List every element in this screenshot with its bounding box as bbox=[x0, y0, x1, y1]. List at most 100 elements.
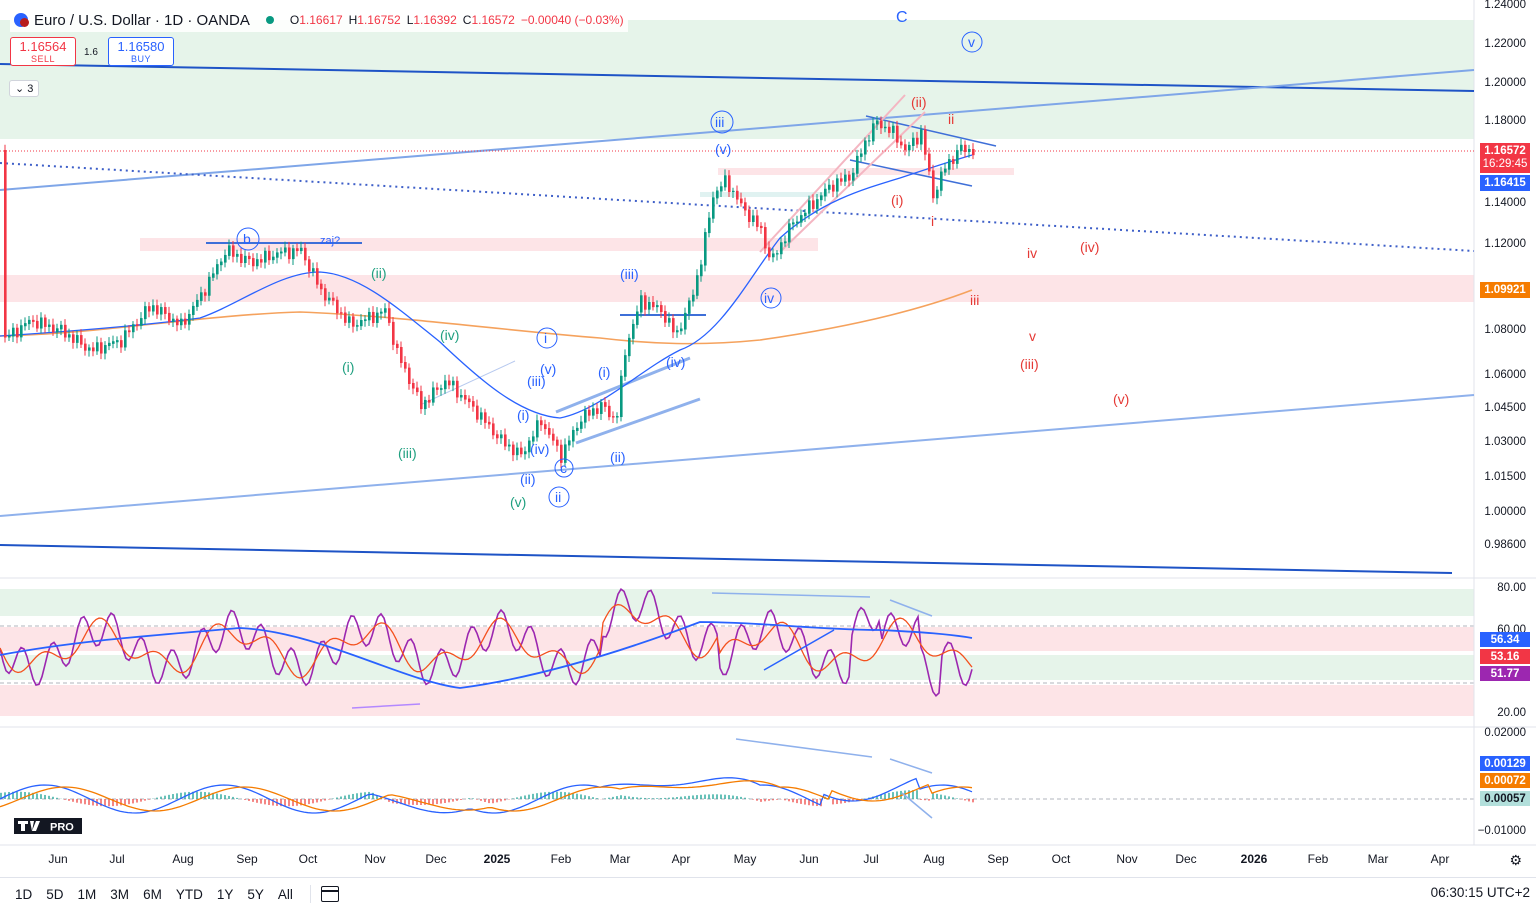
macd-bar bbox=[352, 794, 354, 799]
timeframe-1y[interactable]: 1Y bbox=[210, 887, 241, 902]
candle-body bbox=[52, 325, 55, 333]
timeframe-1m[interactable]: 1M bbox=[71, 887, 104, 902]
date-range-icon[interactable] bbox=[321, 886, 339, 902]
time-tick: Apr bbox=[672, 852, 691, 866]
timeframe-ytd[interactable]: YTD bbox=[169, 887, 210, 902]
wave-label: c bbox=[560, 460, 567, 476]
candle-body bbox=[968, 149, 971, 152]
candle-body bbox=[120, 340, 123, 347]
indicators-toggle[interactable]: ⌄ 3 bbox=[9, 80, 39, 97]
candle-body bbox=[60, 325, 63, 329]
candle-body bbox=[180, 319, 183, 326]
candle-body bbox=[216, 264, 219, 274]
candle-body bbox=[900, 142, 903, 146]
macd-bar bbox=[676, 797, 678, 799]
macd-bar bbox=[468, 798, 470, 799]
candle-body bbox=[156, 305, 159, 314]
timeframe-5d[interactable]: 5D bbox=[39, 887, 70, 902]
macd-bar bbox=[744, 798, 746, 799]
macd-bar bbox=[236, 798, 238, 799]
wave-label: (v) bbox=[715, 141, 731, 157]
time-tick: Jun bbox=[48, 852, 67, 866]
candle-body bbox=[240, 254, 243, 263]
macd-bar bbox=[884, 794, 886, 799]
wave-label: b bbox=[243, 231, 251, 247]
candle-body bbox=[300, 248, 303, 251]
candle-body bbox=[960, 145, 963, 151]
candle-body bbox=[140, 318, 143, 326]
ohlc-low: 1.16392 bbox=[413, 13, 456, 27]
time-tick: Aug bbox=[923, 852, 944, 866]
candle-body bbox=[788, 223, 791, 242]
macd-bar bbox=[940, 795, 942, 799]
price-chart[interactable]: C v iii (v) b zaj? i (iii) (i) (v) (iii)… bbox=[0, 0, 1536, 877]
spread-value: 1.6 bbox=[84, 47, 98, 58]
candle-body bbox=[316, 268, 319, 284]
symbol-title[interactable]: Euro / U.S. Dollar · 1D · OANDA bbox=[34, 12, 250, 29]
candle-body bbox=[436, 387, 439, 389]
candle-body bbox=[524, 451, 527, 454]
wave-label: (ii) bbox=[911, 94, 927, 110]
timeframe-6m[interactable]: 6M bbox=[136, 887, 169, 902]
candle-body bbox=[328, 298, 331, 301]
time-tick: Feb bbox=[1308, 852, 1329, 866]
macd-bar bbox=[592, 797, 594, 799]
candle-body bbox=[956, 150, 959, 164]
macd-bar bbox=[128, 799, 130, 804]
candle-body bbox=[64, 325, 67, 338]
timeframe-3m[interactable]: 3M bbox=[103, 887, 136, 902]
macd-bar bbox=[88, 799, 90, 805]
candle-body bbox=[360, 320, 363, 326]
sell-button[interactable]: 1.16564 SELL bbox=[10, 37, 76, 66]
macd-bar bbox=[652, 798, 654, 799]
candle-body bbox=[332, 298, 335, 301]
ohlc-close: 1.16572 bbox=[471, 13, 514, 27]
macd-bar bbox=[784, 799, 786, 800]
timeframe-all[interactable]: All bbox=[271, 887, 300, 902]
candle-body bbox=[372, 312, 375, 323]
macd-bar bbox=[608, 798, 610, 799]
macd-bar bbox=[772, 799, 774, 800]
candle-body bbox=[964, 145, 967, 152]
macd-divergence-1 bbox=[736, 739, 872, 757]
price-tick: 1.12000 bbox=[1484, 238, 1526, 250]
candle-body bbox=[84, 344, 87, 351]
macd-bar bbox=[64, 799, 66, 800]
macd-bar bbox=[752, 799, 754, 800]
candle-body bbox=[308, 259, 311, 271]
wave-label: (i) bbox=[891, 192, 903, 208]
macd-bar bbox=[304, 799, 306, 805]
candle-body bbox=[820, 195, 823, 200]
market-open-icon bbox=[266, 16, 274, 24]
macd-bar bbox=[16, 792, 18, 799]
time-tick: 2026 bbox=[1241, 852, 1268, 866]
candle-body bbox=[700, 265, 703, 277]
macd-bar bbox=[888, 793, 890, 799]
candle-body bbox=[928, 154, 931, 172]
timeframe-5y[interactable]: 5Y bbox=[240, 887, 271, 902]
macd-bar bbox=[768, 799, 770, 801]
settings-icon[interactable]: ⚙ bbox=[1509, 852, 1522, 869]
candle-body bbox=[420, 391, 423, 409]
clock-readout[interactable]: 06:30:15 UTC+2 bbox=[1431, 885, 1530, 900]
timeframe-1d[interactable]: 1D bbox=[8, 887, 39, 902]
macd-bar bbox=[788, 799, 790, 801]
macd-bar bbox=[496, 799, 498, 802]
price-tick: 1.18000 bbox=[1484, 115, 1526, 127]
candle-body bbox=[540, 420, 543, 425]
macd-bar bbox=[964, 799, 966, 800]
macd-hist-badge: 0.00057 bbox=[1480, 791, 1530, 806]
macd-bar bbox=[532, 794, 534, 799]
macd-bar bbox=[952, 797, 954, 799]
candle-body bbox=[592, 408, 595, 415]
macd-bar bbox=[932, 793, 934, 799]
macd-bar bbox=[260, 799, 262, 804]
candle-body bbox=[912, 138, 915, 146]
macd-bar bbox=[796, 799, 798, 803]
candle-body bbox=[408, 368, 411, 384]
price-tick: 1.24000 bbox=[1484, 0, 1526, 11]
candle-body bbox=[904, 144, 907, 150]
buy-button[interactable]: 1.16580 BUY bbox=[108, 37, 174, 66]
price-tick: 0.98600 bbox=[1484, 539, 1526, 551]
